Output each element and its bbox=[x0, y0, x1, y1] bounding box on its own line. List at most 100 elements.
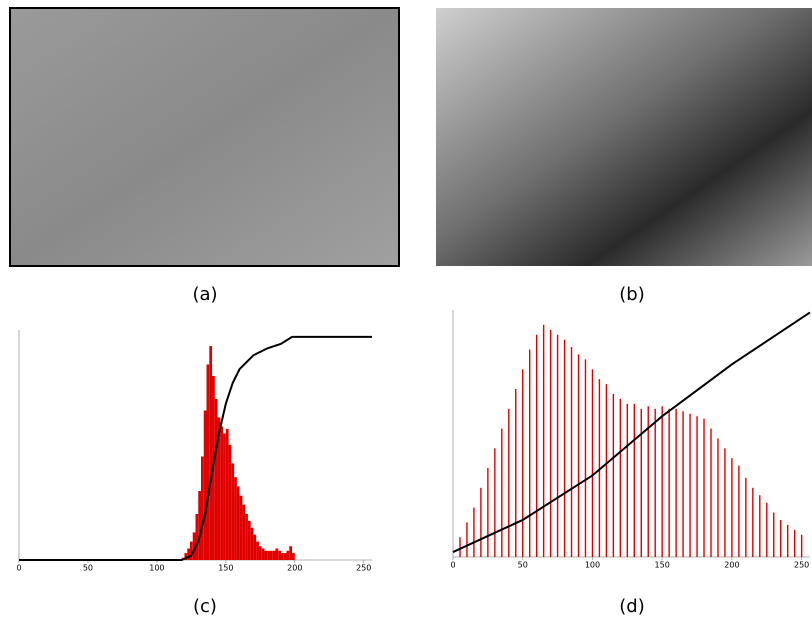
bar bbox=[261, 548, 265, 560]
bar bbox=[187, 548, 190, 560]
bar bbox=[619, 398, 622, 557]
cdf-line bbox=[19, 335, 372, 561]
bar bbox=[214, 399, 218, 560]
bar bbox=[647, 406, 649, 557]
caption: (c) bbox=[193, 596, 217, 617]
bar bbox=[703, 418, 705, 557]
bar bbox=[289, 546, 293, 560]
bar bbox=[612, 393, 615, 557]
x-tick-label: 0 bbox=[450, 561, 455, 570]
bar bbox=[752, 487, 754, 557]
bar bbox=[556, 334, 559, 557]
bar bbox=[563, 339, 566, 557]
caption: (a) bbox=[192, 284, 217, 305]
bar bbox=[731, 458, 733, 557]
caption: (b) bbox=[619, 284, 644, 305]
x-tick-label: 250 bbox=[794, 561, 809, 570]
caption: (d) bbox=[619, 596, 644, 617]
bar bbox=[501, 428, 503, 557]
x-tick-label: 150 bbox=[655, 561, 670, 570]
bar bbox=[759, 495, 761, 557]
bar bbox=[250, 527, 254, 560]
bar bbox=[269, 550, 273, 560]
x-tick-label: 200 bbox=[287, 564, 302, 573]
x-tick-label: 150 bbox=[218, 564, 233, 573]
bar bbox=[272, 550, 276, 560]
bar bbox=[570, 347, 573, 557]
bar bbox=[668, 408, 670, 557]
x-tick-label: 50 bbox=[83, 564, 93, 573]
bar bbox=[201, 456, 204, 560]
bar bbox=[264, 550, 268, 560]
bar bbox=[223, 433, 226, 560]
bar bbox=[466, 522, 468, 557]
bar bbox=[253, 534, 257, 560]
bar bbox=[724, 448, 726, 557]
bar bbox=[206, 364, 210, 560]
bar bbox=[245, 514, 248, 560]
bar bbox=[192, 532, 196, 560]
bar bbox=[598, 379, 601, 557]
bar bbox=[275, 548, 279, 560]
bar bbox=[292, 553, 295, 560]
bar bbox=[710, 428, 712, 557]
bar bbox=[217, 417, 221, 560]
x-tick-label: 250 bbox=[356, 564, 371, 573]
bar bbox=[766, 502, 768, 557]
x-tick-label: 100 bbox=[149, 564, 164, 573]
bar bbox=[535, 334, 538, 557]
bar bbox=[283, 553, 287, 560]
bar bbox=[236, 486, 240, 560]
bar bbox=[473, 507, 475, 557]
bar bbox=[605, 384, 608, 557]
cdf-line bbox=[452, 311, 811, 553]
x-tick-label: 200 bbox=[724, 561, 739, 570]
bar bbox=[198, 491, 202, 560]
bar bbox=[209, 346, 213, 560]
bar bbox=[480, 487, 482, 557]
bar bbox=[654, 408, 656, 557]
image-b bbox=[436, 8, 812, 266]
bar bbox=[591, 369, 594, 557]
bar bbox=[577, 354, 580, 557]
bar bbox=[515, 389, 517, 557]
bar bbox=[717, 438, 719, 557]
bar bbox=[258, 546, 262, 560]
bar bbox=[203, 410, 207, 560]
x-tick-label: 0 bbox=[16, 564, 21, 573]
bar bbox=[786, 524, 789, 557]
bar bbox=[626, 403, 629, 557]
bar bbox=[195, 514, 199, 560]
bar bbox=[234, 477, 237, 560]
bar bbox=[228, 445, 232, 560]
bar bbox=[239, 495, 243, 560]
bar bbox=[773, 512, 775, 557]
bar bbox=[280, 553, 284, 560]
bar bbox=[793, 529, 796, 557]
bar bbox=[745, 477, 747, 557]
bar bbox=[522, 369, 524, 557]
bar bbox=[231, 463, 235, 560]
x-tick-label: 100 bbox=[585, 561, 600, 570]
x-tick-label: 50 bbox=[518, 561, 528, 570]
bar bbox=[675, 408, 677, 557]
bar bbox=[738, 465, 740, 557]
bar bbox=[256, 541, 259, 560]
bar bbox=[286, 550, 290, 560]
bar bbox=[459, 537, 461, 557]
bar bbox=[528, 349, 531, 557]
bar bbox=[542, 324, 545, 557]
bar bbox=[494, 448, 496, 557]
bar bbox=[242, 504, 246, 560]
bar bbox=[189, 541, 193, 560]
image-a bbox=[9, 7, 400, 267]
bar bbox=[661, 406, 663, 557]
bar bbox=[689, 413, 691, 557]
bar bbox=[549, 329, 552, 557]
bar bbox=[682, 411, 684, 557]
bar bbox=[800, 534, 803, 557]
bar bbox=[640, 408, 642, 557]
bar bbox=[225, 428, 229, 560]
bar bbox=[780, 519, 782, 557]
bar bbox=[247, 520, 251, 560]
